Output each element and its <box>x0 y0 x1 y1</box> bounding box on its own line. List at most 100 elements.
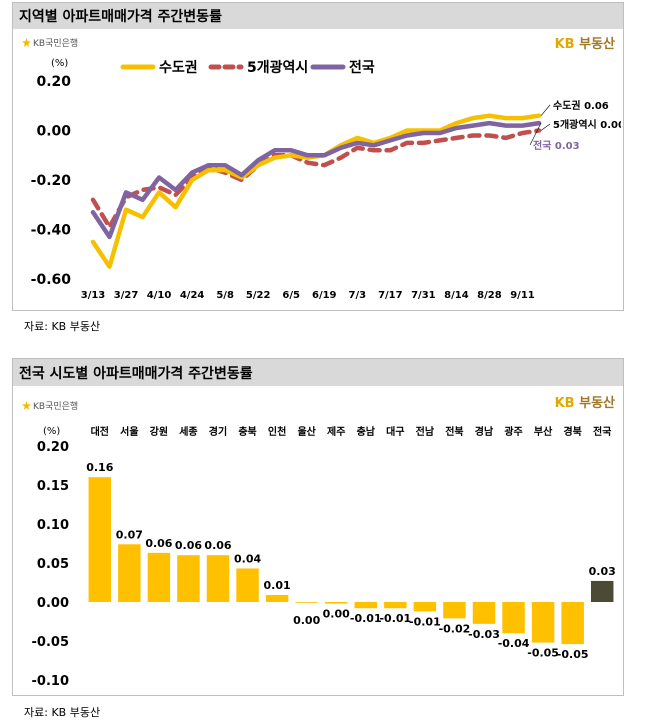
value-label: -0.01 <box>409 615 441 628</box>
panel-title: 지역별 아파트매매가격 주간변동률 <box>19 9 222 25</box>
x-tick-label: 5/8 <box>216 290 234 301</box>
x-tick-label: 6/19 <box>312 290 337 301</box>
series-line <box>90 113 542 269</box>
category-label: 경남 <box>475 425 494 438</box>
province-bar-panel: 전국 시도별 아파트매매가격 주간변동률 KB국민은행 KB 부동산 (%) 0.… <box>12 358 624 696</box>
bar <box>295 602 318 603</box>
y-tick-label: 0.20 <box>37 440 69 455</box>
x-tick-label: 8/14 <box>444 290 469 301</box>
bar <box>531 602 555 643</box>
y-tick-label: -0.05 <box>32 635 69 650</box>
realestate-text: 부동산 <box>579 396 615 411</box>
kb-realestate-logo: KB 부동산 <box>555 392 615 411</box>
bank-logo-text: KB국민은행 <box>33 39 79 49</box>
value-label: -0.05 <box>557 648 589 661</box>
x-tick-label: 7/3 <box>349 290 367 301</box>
value-label: 0.04 <box>234 552 261 565</box>
bar <box>177 555 200 602</box>
series-end-label: 수도권 0.06 <box>553 100 609 112</box>
x-tick-label: 8/28 <box>477 290 502 301</box>
end-label-leader <box>540 123 551 131</box>
kb-star-icon <box>22 38 31 47</box>
category-label: 충남 <box>357 425 376 438</box>
category-label: 전남 <box>416 425 435 438</box>
category-label: 제주 <box>327 425 345 438</box>
end-label-leader <box>529 122 542 146</box>
value-label: -0.04 <box>498 637 530 650</box>
bar <box>206 555 230 602</box>
series-line <box>90 128 542 230</box>
series-end-label: 5개광역시 0.00 <box>553 118 621 131</box>
category-label: 광주 <box>504 426 522 438</box>
value-label: 0.06 <box>145 537 172 550</box>
category-label: 울산 <box>297 425 316 438</box>
category-label: 경북 <box>563 425 581 438</box>
category-label: 충북 <box>238 425 256 438</box>
kb-text: KB <box>554 37 575 52</box>
value-label: -0.01 <box>350 612 382 625</box>
line-chart: (%) 0.20 0.00 -0.20 -0.40 -0.60 3/13 3/27 4/10 4/… <box>31 58 621 301</box>
bar <box>236 568 259 602</box>
value-label: -0.01 <box>379 612 411 625</box>
bar <box>443 602 466 619</box>
x-tick-label: 6/5 <box>282 290 300 301</box>
category-label: 경기 <box>209 425 227 438</box>
x-tick-label: 4/10 <box>147 290 172 301</box>
bar <box>413 602 437 612</box>
value-label: 0.07 <box>116 528 143 541</box>
bar <box>384 602 407 609</box>
category-label: 전북 <box>445 425 463 438</box>
bank-logo-text: KB국민은행 <box>33 402 79 412</box>
x-tick-label: 9/11 <box>510 290 535 301</box>
category-label: 인천 <box>268 425 286 438</box>
value-label: -0.03 <box>468 628 500 641</box>
x-tick-label: 4/24 <box>180 290 205 301</box>
category-label: 세종 <box>179 425 197 438</box>
y-tick-label: 0.00 <box>37 596 69 611</box>
category-label: 대전 <box>91 425 109 438</box>
value-label: -0.05 <box>527 647 559 660</box>
bar <box>561 602 584 645</box>
kb-bank-logo: KB국민은행 <box>22 399 78 412</box>
bar <box>147 552 171 602</box>
realestate-text: 부동산 <box>579 37 615 52</box>
y-tick-label: 0.20 <box>36 74 71 90</box>
value-label: 0.00 <box>293 614 320 627</box>
panel-title-bar: 전국 시도별 아파트매매가격 주간변동률 <box>13 359 623 386</box>
x-tick-label: 7/31 <box>411 290 436 301</box>
legend-label: 수도권 <box>159 60 198 76</box>
category-label: 대구 <box>386 425 404 438</box>
value-label: 0.06 <box>175 539 202 552</box>
y-tick-label: -0.20 <box>31 173 72 189</box>
bar <box>502 602 525 634</box>
end-label-leader <box>540 104 551 116</box>
y-tick-label: -0.40 <box>31 223 72 239</box>
bar <box>118 544 141 602</box>
series-line <box>90 120 542 240</box>
category-label: 부산 <box>534 425 553 438</box>
series-end-label: 전국 0.03 <box>533 139 580 152</box>
source-note-bottom: 자료: KB 부동산 <box>24 706 101 719</box>
kb-star-icon <box>22 401 31 410</box>
y-tick-label: -0.10 <box>32 674 69 689</box>
kb-bank-logo: KB국민은행 <box>22 36 78 49</box>
y-tick-label: 0.15 <box>37 479 69 494</box>
value-label: 0.06 <box>204 539 231 552</box>
y-tick-label: 0.05 <box>37 557 69 572</box>
y-tick-label: 0.10 <box>37 518 69 533</box>
x-tick-label: 3/27 <box>114 290 139 301</box>
value-label: 0.16 <box>86 461 113 474</box>
value-label: 0.00 <box>323 608 350 621</box>
value-label: 0.03 <box>589 565 616 578</box>
x-tick-label: 3/13 <box>81 290 106 301</box>
category-label: 강원 <box>150 425 168 438</box>
x-tick-label: 7/17 <box>378 290 403 301</box>
panel-title: 전국 시도별 아파트매매가격 주간변동률 <box>19 365 253 382</box>
bar <box>590 580 614 602</box>
value-label: 0.01 <box>264 579 291 592</box>
y-axis-unit: (%) <box>43 426 60 437</box>
legend-label: 전국 <box>349 59 375 76</box>
bar-chart: (%) 0.20 0.15 0.10 0.05 0.00 -0.05 -0.10 대전 0.16 서… <box>32 425 616 689</box>
kb-realestate-logo: KB 부동산 <box>555 33 615 52</box>
source-note-top: 자료: KB 부동산 <box>24 320 101 333</box>
